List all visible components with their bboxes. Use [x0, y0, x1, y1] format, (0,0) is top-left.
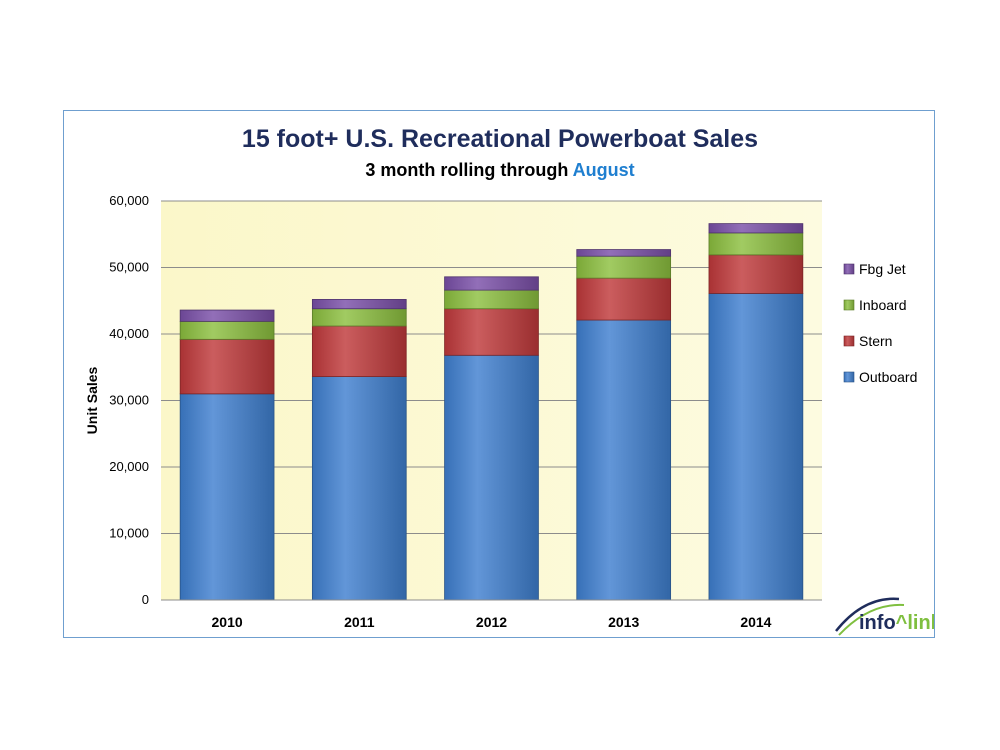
- legend: Fbg Jet Inboard Stern Outboard: [843, 261, 917, 385]
- logo-caret: ^: [896, 612, 908, 634]
- bar-stern-2011: [311, 325, 407, 377]
- bar-stern-2014: [708, 254, 804, 294]
- bar-stern-2010: [179, 338, 275, 395]
- chart-title: 15 foot+ U.S. Recreational Powerboat Sal…: [242, 125, 758, 153]
- bar-outboard-2010: [179, 393, 275, 601]
- bar-inboard-2013: [576, 255, 672, 279]
- x-tick-label: 2012: [476, 614, 507, 630]
- legend-label-outboard: Outboard: [859, 369, 917, 385]
- bar-inboard-2010: [179, 320, 275, 340]
- bar-outboard-2011: [311, 376, 407, 601]
- y-axis-ticks: 0 10,000 20,000 30,000 40,000 50,000 60,000: [109, 193, 149, 607]
- legend-label-inboard: Inboard: [859, 297, 906, 313]
- y-axis-label: Unit Sales: [84, 366, 100, 434]
- chart-subtitle: 3 month rolling through August: [365, 160, 634, 180]
- bar-inboard-2011: [311, 308, 407, 327]
- y-tick-label: 10,000: [109, 526, 149, 541]
- x-tick-label: 2013: [608, 614, 639, 630]
- y-tick-label: 20,000: [109, 459, 149, 474]
- bar-fbg-jet-2010: [179, 309, 275, 322]
- bars: [179, 223, 804, 601]
- y-tick-label: 40,000: [109, 326, 149, 341]
- chart-svg: 15 foot+ U.S. Recreational Powerboat Sal…: [84, 125, 934, 636]
- bar-fbg-jet-2014: [708, 223, 804, 234]
- subtitle-month: August: [573, 160, 635, 180]
- logo-suffix: link: [907, 612, 934, 634]
- bar-inboard-2012: [444, 289, 539, 310]
- x-tick-label: 2011: [344, 614, 375, 630]
- y-tick-label: 30,000: [109, 393, 149, 408]
- y-tick-label: 0: [142, 592, 149, 607]
- bar-stern-2012: [444, 308, 539, 356]
- subtitle-prefix: 3 month rolling through: [365, 160, 572, 180]
- logo-middle: o: [883, 612, 895, 634]
- bar-fbg-jet-2012: [444, 276, 539, 291]
- bar-fbg-jet-2011: [311, 299, 407, 310]
- legend-swatch-stern: [843, 335, 855, 347]
- x-tick-label: 2010: [212, 614, 243, 630]
- logo-wordmark: info^link: [859, 612, 934, 634]
- x-tick-label: 2014: [740, 614, 771, 630]
- bar-stern-2013: [576, 277, 672, 321]
- bar-outboard-2012: [444, 354, 539, 601]
- bar-outboard-2014: [708, 293, 804, 601]
- logo-swoosh-dark: [835, 597, 900, 632]
- bar-outboard-2013: [576, 319, 672, 601]
- legend-label-fbg-jet: Fbg Jet: [859, 261, 906, 277]
- chart-frame: 15 foot+ U.S. Recreational Powerboat Sal…: [63, 110, 935, 638]
- legend-swatch-fbg-jet: [843, 263, 855, 275]
- y-tick-label: 60,000: [109, 193, 149, 208]
- bar-inboard-2014: [708, 232, 804, 256]
- x-axis-ticks: 2010 2011 2012 2013 2014: [212, 614, 772, 630]
- bar-fbg-jet-2013: [576, 249, 672, 257]
- y-tick-label: 50,000: [109, 260, 149, 275]
- logo-swoosh-green: [838, 603, 905, 636]
- legend-swatch-inboard: [843, 299, 855, 311]
- legend-swatch-outboard: [843, 371, 855, 383]
- logo-prefix: inf: [859, 612, 884, 634]
- legend-label-stern: Stern: [859, 333, 892, 349]
- infolink-logo: info^link: [835, 597, 934, 636]
